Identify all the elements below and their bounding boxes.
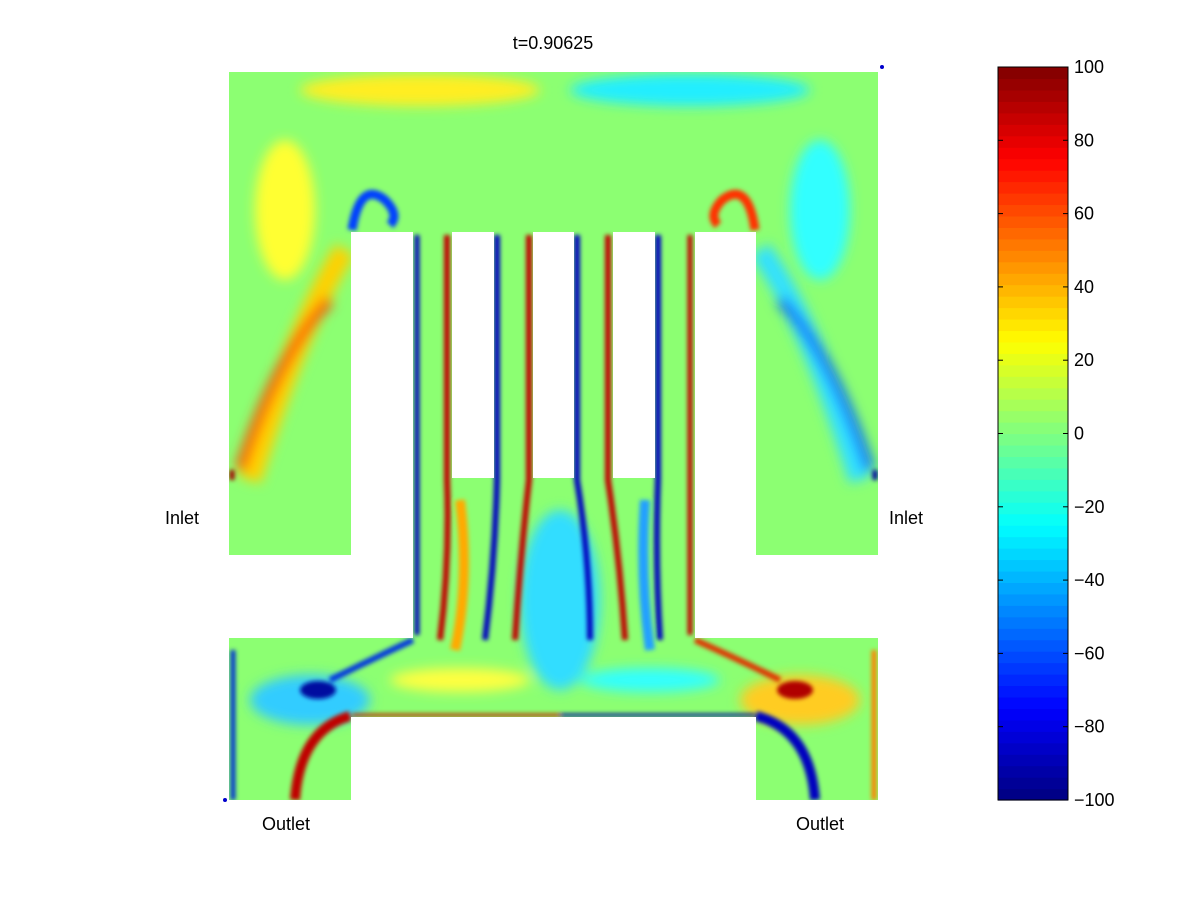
colorbar-swatch [998,78,1068,91]
colorbar-tick-label: 80 [1074,130,1094,150]
colorbar-swatch [998,204,1068,217]
colorbar-swatch [998,101,1068,114]
colorbar-swatch [998,513,1068,526]
chart-title: t=0.90625 [513,33,594,53]
colorbar-swatch [998,777,1068,790]
colorbar: 100 80 60 40 20 0 −20 −40 −60 −80 −100 [997,57,1115,810]
inlet-channel-left [229,555,413,638]
field-sharp [229,189,878,800]
colorbar-swatch [998,467,1068,480]
colorbar-swatch [998,89,1068,102]
vorticity-field [229,72,878,800]
colorbar-swatch [998,788,1068,801]
colorbar-swatch [998,215,1068,228]
colorbar-swatch [998,364,1068,377]
colorbar-swatch [998,227,1068,240]
finger-2 [533,232,574,478]
colorbar-swatch [998,754,1068,767]
colorbar-tick-label: 40 [1074,277,1094,297]
colorbar-swatch [998,616,1068,629]
colorbar-swatch [998,124,1068,137]
colorbar-swatch [998,147,1068,160]
colorbar-swatch [998,605,1068,618]
finger-3 [613,232,655,478]
colorbar-swatch [998,376,1068,389]
colorbar-swatch [998,765,1068,778]
field-soft [235,74,875,725]
colorbar-swatch [998,639,1068,652]
outlet-right-label: Outlet [796,814,844,834]
outlet-left-label: Outlet [262,814,310,834]
colorbar-swatch [998,662,1068,675]
colorbar-swatch [998,284,1068,297]
colorbar-tick-label: −20 [1074,497,1105,517]
colorbar-swatch [998,651,1068,664]
colorbar-swatch [998,719,1068,732]
colorbar-tick-label: 0 [1074,424,1084,444]
colorbar-swatch [998,456,1068,469]
colorbar-swatch [998,502,1068,515]
finger-1 [452,232,494,478]
colorbar-tick-label: 100 [1074,57,1104,77]
colorbar-swatch [998,559,1068,572]
colorbar-swatch [998,250,1068,263]
colorbar-swatch [998,192,1068,206]
colorbar-swatch [998,685,1068,698]
colorbar-tick-label: −80 [1074,717,1105,737]
colorbar-swatch [998,181,1068,194]
colorbar-swatch [998,742,1068,755]
colorbar-swatch [998,708,1068,721]
colorbar-swatch [998,112,1068,125]
colorbar-swatch [998,444,1068,458]
colorbar-tick-label: −40 [1074,570,1105,590]
colorbar-tick-label: 60 [1074,204,1094,224]
colorbar-swatch [998,525,1068,538]
colorbar-swatch [998,387,1068,400]
colorbar-swatch [998,490,1068,503]
colorbar-swatch [998,318,1068,332]
colorbar-swatch [998,158,1068,171]
colorbar-swatch [998,307,1068,320]
colorbar-swatch [998,410,1068,423]
inlet-right-label: Inlet [889,508,923,528]
colorbar-swatch [998,570,1068,583]
colorbar-swatch [998,433,1068,446]
colorbar-swatch [998,330,1068,343]
colorbar-swatch [998,536,1068,549]
inlet-channel-right [695,555,878,638]
colorbar-swatch [998,593,1068,606]
colorbar-swatch [998,261,1068,274]
colorbar-swatch [998,353,1068,366]
colorbar-swatch [998,341,1068,354]
colorbar-swatch [998,135,1068,148]
colorbar-swatch [998,238,1068,251]
colorbar-swatch [998,67,1068,80]
colorbar-tick-label: −60 [1074,643,1105,663]
obstacles [229,232,878,801]
colorbar-swatch [998,696,1068,709]
colorbar-tick-label: 20 [1074,350,1094,370]
colorbar-swatch [998,479,1068,492]
colorbar-swatch [998,170,1068,183]
corner-marker [223,798,227,802]
corner-marker [880,65,884,69]
colorbar-swatch [998,296,1068,309]
colorbar-swatch [998,273,1068,286]
colorbar-tick-label: −100 [1074,790,1115,810]
colorbar-swatch [998,674,1068,687]
inlet-left-label: Inlet [165,508,199,528]
colorbar-swatch [998,582,1068,595]
colorbar-swatch [998,422,1068,435]
colorbar-swatch [998,399,1068,412]
colorbar-swatch [998,628,1068,641]
colorbar-swatch [998,731,1068,744]
obstacle-bottom [351,717,756,801]
colorbar-swatch [998,548,1068,561]
